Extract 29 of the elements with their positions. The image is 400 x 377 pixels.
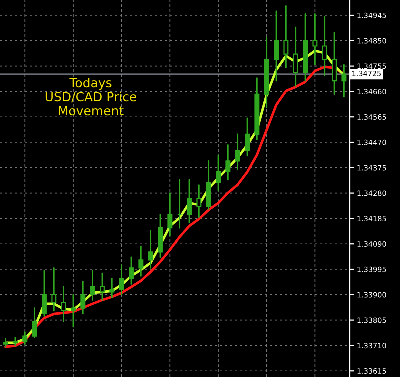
candlestick (90, 270, 96, 301)
candlestick (312, 13, 318, 66)
candlestick (119, 264, 124, 296)
candlestick (129, 256, 134, 285)
candlestick (216, 155, 221, 192)
candlestick (61, 286, 66, 322)
candlestick (332, 32, 338, 96)
candlestick (274, 10, 280, 82)
candlestick (42, 270, 47, 317)
candlestick (293, 26, 298, 88)
candlestick (226, 144, 231, 181)
annotation: Todays USD/CAD Price Movement (46, 78, 136, 116)
candlestick (284, 5, 289, 68)
candlestick (322, 16, 328, 76)
candlestick (196, 184, 202, 218)
candlestick (80, 280, 86, 314)
candlestick (235, 134, 240, 170)
candlestick (32, 308, 38, 338)
candlestick (70, 294, 76, 328)
candlestick (245, 118, 250, 157)
candlestick (52, 267, 57, 312)
candlestick (168, 192, 173, 237)
candlestick (148, 230, 154, 269)
candlestick (187, 179, 192, 224)
candlestick (110, 278, 115, 298)
candlestick (138, 246, 144, 277)
candlestick (22, 332, 28, 346)
candlestick (100, 272, 105, 301)
candlestick (342, 64, 347, 98)
